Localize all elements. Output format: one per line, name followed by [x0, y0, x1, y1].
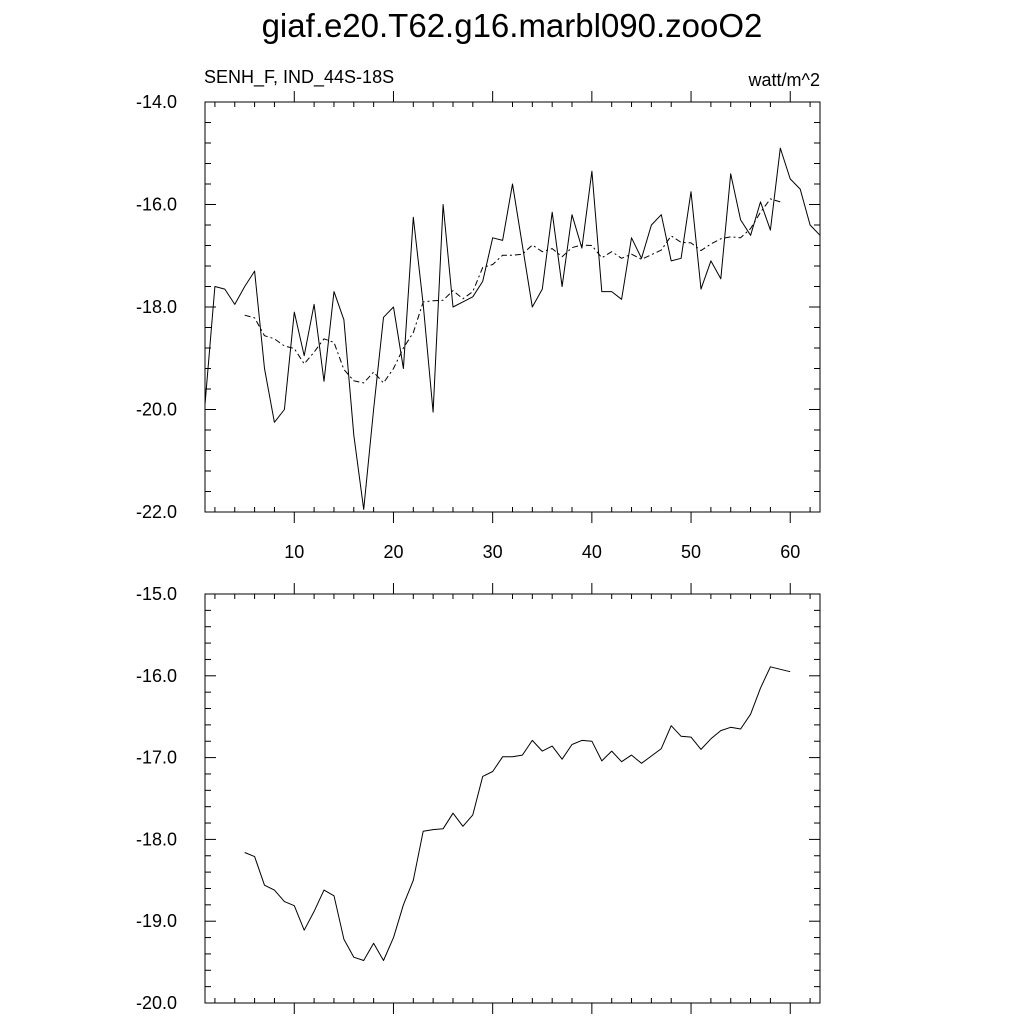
panel2-series-solid-line [244, 666, 791, 961]
panel1-series-dashed-line [244, 198, 781, 384]
panel2-y-tick-label: -16.0 [136, 666, 177, 686]
chart-title: giaf.e20.T62.g16.marbl090.zooO2 [261, 7, 763, 44]
variable-region-label: SENH_F, IND_44S-18S [204, 67, 395, 87]
panel2-y-tick-label: -19.0 [136, 911, 177, 931]
panel2-y-tick-label: -18.0 [136, 829, 177, 849]
panel1-y-tick-label: -14.0 [136, 92, 177, 112]
panel1-y-tick-label: -16.0 [136, 195, 177, 215]
panel1-y-tick-label: -20.0 [136, 400, 177, 420]
units-label: watt/m^2 [748, 70, 820, 90]
panel1-series-solid-line [204, 147, 821, 510]
panel1-x-tick-label: 40 [582, 542, 602, 562]
panel2-plot-frame [204, 593, 821, 1004]
panel1-x-tick-label: 10 [284, 542, 304, 562]
panel1-y-tick-label: -22.0 [136, 502, 177, 522]
panel2-y-tick-label: -17.0 [136, 748, 177, 768]
panel1-y-tick-label: -18.0 [136, 297, 177, 317]
panel2-y-tick-label: -15.0 [136, 584, 177, 604]
panel1-x-tick-label: 20 [383, 542, 403, 562]
panel2-y-tick-label: -20.0 [136, 993, 177, 1013]
panel1-x-tick-label: 50 [681, 542, 701, 562]
panel1-x-tick-label: 60 [780, 542, 800, 562]
panel1-plot-frame [204, 101, 821, 513]
panel1-x-tick-label: 30 [483, 542, 503, 562]
